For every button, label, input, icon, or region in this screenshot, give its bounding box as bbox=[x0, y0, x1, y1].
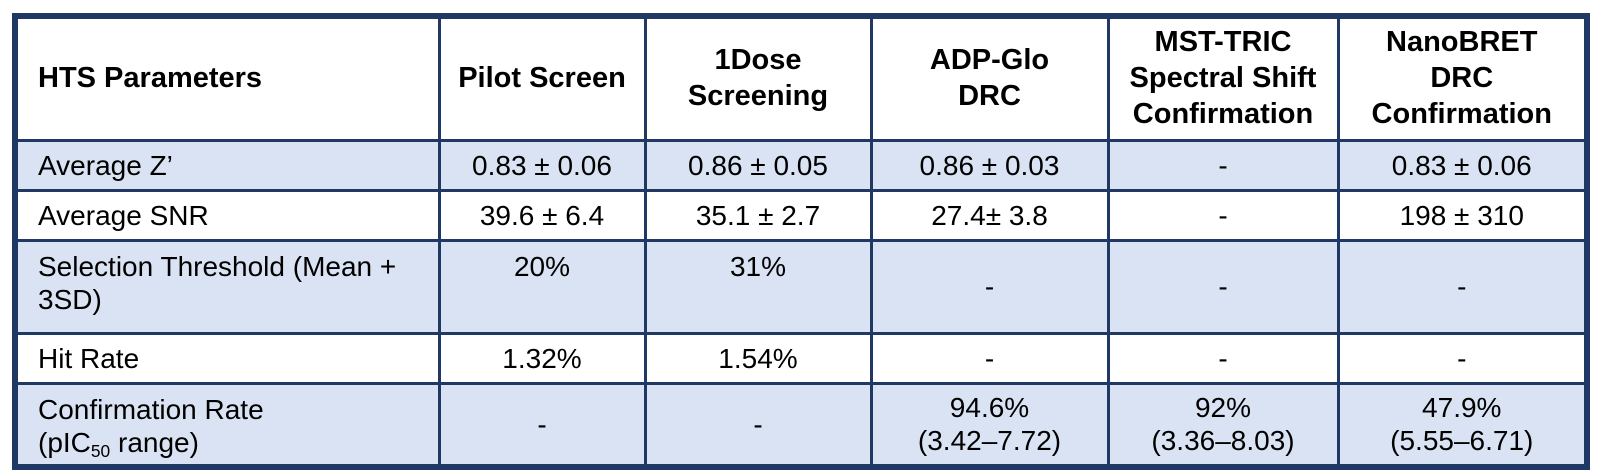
cell-hit-rate-adpglo: - bbox=[869, 331, 1110, 385]
cell-confirmation-adpglo: 94.6% (3.42–7.72) bbox=[869, 381, 1110, 469]
row-label-hit-rate: Hit Rate bbox=[13, 331, 441, 385]
cell-confirmation-1dose: - bbox=[643, 381, 873, 469]
cell-threshold-adpglo: - bbox=[869, 238, 1110, 335]
cell-average-z-1dose: 0.86 ± 0.05 bbox=[643, 138, 873, 192]
cell-average-snr-msttric: - bbox=[1106, 188, 1340, 242]
row-label-average-snr: Average SNR bbox=[13, 188, 441, 242]
table-row-average-snr: Average SNR 39.6 ± 6.4 35.1 ± 2.7 27.4± … bbox=[13, 188, 1589, 242]
cell-threshold-msttric: - bbox=[1106, 238, 1340, 335]
cell-average-z-pilot: 0.83 ± 0.06 bbox=[437, 138, 647, 192]
confirmation-rate-label-line1: Confirmation Rate bbox=[38, 393, 264, 425]
confirmation-rate-label-suffix: range) bbox=[110, 427, 199, 459]
cell-confirmation-pilot: - bbox=[437, 381, 647, 469]
table-row-confirmation-rate: Confirmation Rate (pIC50 range) - - 94.6%… bbox=[13, 381, 1589, 469]
row-label-average-z: Average Z’ bbox=[13, 138, 441, 192]
table-row-average-z: Average Z’ 0.83 ± 0.06 0.86 ± 0.05 0.86 … bbox=[13, 138, 1589, 192]
column-header-nanobret: NanoBRET DRC Confirmation bbox=[1336, 14, 1589, 142]
row-label-selection-threshold: Selection Threshold (Mean + 3SD) bbox=[13, 238, 441, 335]
cell-average-z-adpglo: 0.86 ± 0.03 bbox=[869, 138, 1110, 192]
pic50-subscript: 50 bbox=[90, 441, 111, 462]
cell-confirmation-nanobret: 47.9% (5.55–6.71) bbox=[1336, 381, 1589, 469]
cell-average-snr-nanobret: 198 ± 310 bbox=[1336, 188, 1589, 242]
cell-average-z-msttric: - bbox=[1106, 138, 1340, 192]
row-label-confirmation-rate: Confirmation Rate (pIC50 range) bbox=[13, 381, 441, 469]
hts-parameters-table: HTS Parameters Pilot Screen 1Dose Screen… bbox=[12, 13, 1590, 470]
cell-threshold-1dose: 31% bbox=[643, 238, 873, 335]
cell-hit-rate-pilot: 1.32% bbox=[437, 331, 647, 385]
column-header-1dose-screening: 1Dose Screening bbox=[643, 14, 873, 142]
header-row: HTS Parameters Pilot Screen 1Dose Screen… bbox=[13, 14, 1589, 142]
column-header-hts-parameters: HTS Parameters bbox=[13, 14, 441, 142]
column-header-mst-tric: MST-TRIC Spectral Shift Confirmation bbox=[1106, 14, 1340, 142]
cell-hit-rate-1dose: 1.54% bbox=[643, 331, 873, 385]
confirmation-rate-label-prefix: (pIC bbox=[38, 427, 91, 459]
cell-average-z-nanobret: 0.83 ± 0.06 bbox=[1336, 138, 1589, 192]
column-header-pilot-screen: Pilot Screen bbox=[437, 14, 647, 142]
cell-threshold-pilot: 20% bbox=[437, 238, 647, 335]
table-row-selection-threshold: Selection Threshold (Mean + 3SD) 20% 31%… bbox=[13, 238, 1589, 335]
table-row-hit-rate: Hit Rate 1.32% 1.54% - - - bbox=[13, 331, 1589, 385]
cell-hit-rate-nanobret: - bbox=[1336, 331, 1589, 385]
cell-hit-rate-msttric: - bbox=[1106, 331, 1340, 385]
cell-average-snr-pilot: 39.6 ± 6.4 bbox=[437, 188, 647, 242]
cell-confirmation-msttric: 92% (3.36–8.03) bbox=[1106, 381, 1340, 469]
column-header-adp-glo-drc: ADP-Glo DRC bbox=[869, 14, 1110, 142]
cell-average-snr-adpglo: 27.4± 3.8 bbox=[869, 188, 1110, 242]
cell-threshold-nanobret: - bbox=[1336, 238, 1589, 335]
cell-average-snr-1dose: 35.1 ± 2.7 bbox=[643, 188, 873, 242]
